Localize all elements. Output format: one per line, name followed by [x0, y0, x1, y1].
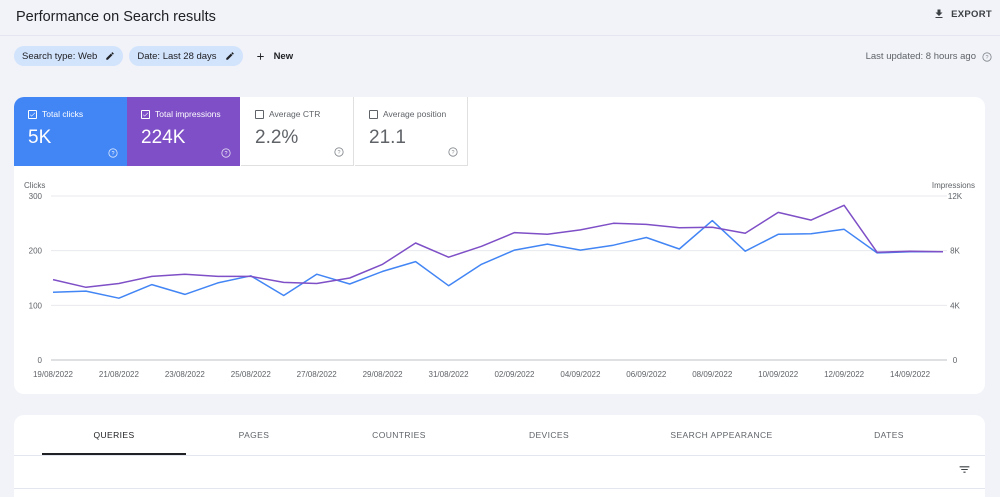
x-tick-label: 10/09/2022 [758, 370, 799, 379]
x-tick-label: 19/08/2022 [33, 370, 74, 379]
metric-value: 5K [28, 127, 52, 148]
filter-bar: Search type: Web Date: Last 28 days New [14, 46, 293, 66]
series-line-clicks [52, 219, 943, 299]
download-icon [935, 9, 943, 18]
table-header-divider [14, 488, 985, 489]
help-icon[interactable]: ? [448, 147, 458, 157]
right-tick-label: 12K [948, 192, 963, 201]
tab-queries[interactable]: QUERIES [93, 430, 135, 440]
checkbox-unchecked-icon[interactable] [369, 109, 378, 119]
left-tick-label: 200 [29, 247, 43, 256]
help-icon[interactable]: ? [982, 51, 992, 62]
checkbox-checked-icon[interactable] [141, 109, 150, 119]
export-label: EXPORT [951, 8, 992, 20]
metric-average-ctr[interactable]: Average CTR 2.2% ? [241, 97, 354, 166]
metric-value: 21.1 [369, 127, 406, 148]
x-tick-label: 02/09/2022 [494, 370, 535, 379]
metric-average-position[interactable]: Average position 21.1 ? [355, 97, 468, 166]
x-tick-label: 31/08/2022 [429, 370, 470, 379]
x-tick-label: 21/08/2022 [99, 370, 140, 379]
metric-value: 224K [141, 127, 186, 148]
x-tick-label: 29/08/2022 [363, 370, 404, 379]
page-title: Performance on Search results [16, 9, 216, 25]
right-tick-label: 8K [950, 247, 960, 256]
page-header: Performance on Search results EXPORT [0, 0, 1000, 36]
metric-total-clicks[interactable]: Total clicks 5K ? [14, 97, 127, 166]
x-tick-label: 12/09/2022 [824, 370, 865, 379]
right-tick-label: 4K [950, 301, 960, 310]
help-icon[interactable]: ? [334, 147, 344, 157]
right-axis-title: Impressions [932, 181, 975, 190]
help-icon[interactable]: ? [108, 148, 118, 158]
dimension-tabs-card: QUERIES PAGES COUNTRIES DEVICES SEARCH A… [14, 415, 985, 497]
series-line-impressions [52, 204, 944, 289]
svg-text:?: ? [451, 150, 454, 156]
tab-countries[interactable]: COUNTRIES [372, 430, 426, 440]
x-tick-label: 14/09/2022 [890, 370, 931, 379]
date-chip[interactable]: Date: Last 28 days [129, 46, 243, 66]
tab-search-appearance[interactable]: SEARCH APPEARANCE [670, 430, 773, 440]
left-tick-label: 100 [29, 301, 43, 310]
search-type-chip[interactable]: Search type: Web [14, 46, 124, 66]
x-tick-label: 06/09/2022 [626, 370, 667, 379]
left-axis-title: Clicks [24, 181, 45, 190]
svg-text:?: ? [337, 150, 340, 156]
x-tick-label: 25/08/2022 [231, 370, 272, 379]
metric-label: Average position [383, 109, 447, 119]
help-icon[interactable]: ? [221, 148, 231, 158]
pencil-icon [225, 52, 234, 60]
metric-total-impressions[interactable]: Total impressions 224K ? [127, 97, 240, 166]
tab-dates[interactable]: DATES [874, 430, 904, 440]
tab-pages[interactable]: PAGES [238, 430, 270, 440]
pencil-icon [106, 52, 115, 60]
checkbox-unchecked-icon[interactable] [255, 109, 264, 119]
x-tick-label: 27/08/2022 [297, 370, 338, 379]
export-button[interactable]: EXPORT [933, 8, 992, 20]
performance-chart[interactable]: Clicks Impressions 300 12K 200 8K 100 4K 0 0 19/08… [14, 177, 985, 387]
new-label: New [273, 50, 294, 62]
tab-devices[interactable]: DEVICES [528, 430, 570, 440]
plus-icon [256, 52, 264, 60]
performance-card: Total clicks 5K ? Total impressions 224K… [14, 97, 985, 394]
date-label: Date: Last 28 days [137, 50, 217, 62]
right-tick-label: 0 [953, 356, 958, 365]
checkbox-checked-icon[interactable] [28, 109, 37, 119]
left-tick-label: 0 [38, 356, 43, 365]
svg-text:?: ? [111, 151, 114, 157]
svg-text:?: ? [985, 54, 988, 60]
x-tick-label: 04/09/2022 [560, 370, 601, 379]
svg-text:?: ? [224, 151, 227, 157]
metric-label: Total impressions [155, 109, 221, 119]
last-updated-text: Last updated: 8 hours ago [865, 51, 976, 62]
metric-label: Average CTR [269, 109, 321, 119]
filter-rows-icon[interactable] [958, 463, 971, 476]
search-type-label: Search type: Web [22, 50, 98, 62]
tabs-divider [14, 455, 985, 456]
last-updated: Last updated: 8 hours ago ? [866, 51, 992, 62]
x-tick-label: 08/09/2022 [692, 370, 733, 379]
new-filter-button[interactable]: New [255, 50, 294, 62]
metric-label: Total clicks [42, 109, 84, 119]
active-tab-indicator [42, 453, 186, 455]
metric-value: 2.2% [255, 127, 299, 148]
x-tick-label: 23/08/2022 [165, 370, 206, 379]
left-tick-label: 300 [29, 192, 43, 201]
